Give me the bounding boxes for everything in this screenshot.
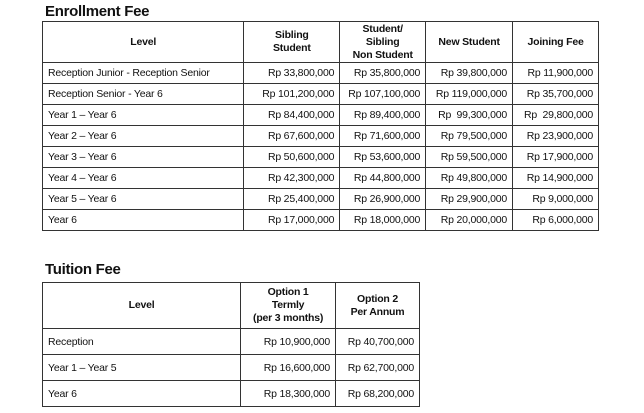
fee-cell: Rp 17,900,000 xyxy=(512,146,599,168)
column-header: Option 1 Termly (per 3 months) xyxy=(240,282,337,329)
fee-cell: Rp 35,800,000 xyxy=(339,62,427,84)
table-row: Year 6 Rp 17,000,000 Rp 18,000,000 Rp 20,00… xyxy=(41,209,599,231)
fee-cell: Rp 33,800,000 xyxy=(243,62,341,84)
fee-cell: Rp 101,200,000 xyxy=(243,83,341,105)
fee-cell: Rp 26,900,000 xyxy=(339,188,427,210)
level-cell: Year 1 – Year 5 xyxy=(41,354,242,381)
level-cell: Reception Senior - Year 6 xyxy=(41,83,245,105)
fee-cell: Rp 9,000,000 xyxy=(512,188,599,210)
fee-cell: Rp 17,000,000 xyxy=(243,209,341,231)
fee-cell: Rp 79,500,000 xyxy=(425,125,514,147)
fee-cell: Rp 42,300,000 xyxy=(243,167,341,189)
tuition-fee-table: Level Option 1 Termly (per 3 months) Optio… xyxy=(41,282,420,407)
fee-cell: Rp 18,300,000 xyxy=(240,380,337,407)
fee-cell: Rp 29,800,000 xyxy=(512,104,599,126)
column-header: Student/ Sibling Non Student xyxy=(339,21,427,63)
fee-cell: Rp 44,800,000 xyxy=(339,167,427,189)
fee-cell: Rp 18,000,000 xyxy=(339,209,427,231)
fee-cell: Rp 107,100,000 xyxy=(339,83,427,105)
fee-cell: Rp 53,600,000 xyxy=(339,146,427,168)
fee-cell: Rp 20,000,000 xyxy=(425,209,514,231)
level-cell: Year 4 – Year 6 xyxy=(41,167,245,189)
level-cell: Year 6 xyxy=(41,209,245,231)
fee-cell: Rp 71,600,000 xyxy=(339,125,427,147)
fee-cell: Rp 50,600,000 xyxy=(243,146,341,168)
fee-cell: Rp 14,900,000 xyxy=(512,167,599,189)
fee-cell: Rp 62,700,000 xyxy=(335,354,420,381)
table-row: Year 1 – Year 6 Rp 84,400,000 Rp 89,400,00… xyxy=(41,104,599,126)
fee-cell: Rp 23,900,000 xyxy=(512,125,599,147)
table-row: Reception Rp 10,900,000 Rp 40,700,000 xyxy=(41,328,420,355)
tuition-fee-title: Tuition Fee xyxy=(45,261,121,278)
level-cell: Year 3 – Year 6 xyxy=(41,146,245,168)
level-cell: Year 1 – Year 6 xyxy=(41,104,245,126)
fee-cell: Rp 67,600,000 xyxy=(243,125,341,147)
fee-cell: Rp 99,300,000 xyxy=(425,104,514,126)
fee-cell: Rp 39,800,000 xyxy=(425,62,514,84)
table-row: Year 4 – Year 6 Rp 42,300,000 Rp 44,800,00… xyxy=(41,167,599,189)
level-cell: Reception Junior - Reception Senior xyxy=(41,62,245,84)
enrollment-fee-table: Level Sibling Student Student/ Sibling Non… xyxy=(41,21,599,231)
fee-cell: Rp 29,900,000 xyxy=(425,188,514,210)
fee-cell: Rp 89,400,000 xyxy=(339,104,427,126)
table-row: Reception Junior - Reception Senior Rp 33… xyxy=(41,62,599,84)
column-header: Level xyxy=(41,282,242,329)
column-header: Level xyxy=(41,21,245,63)
table-row: Year 2 – Year 6 Rp 67,600,000 Rp 71,600,00… xyxy=(41,125,599,147)
fee-cell: Rp 10,900,000 xyxy=(240,328,337,355)
table-row: Year 1 – Year 5 Rp 16,600,000 Rp 62,700,00… xyxy=(41,354,420,381)
column-header: New Student xyxy=(425,21,514,63)
level-cell: Year 6 xyxy=(41,380,242,407)
fee-cell: Rp 25,400,000 xyxy=(243,188,341,210)
fee-cell: Rp 40,700,000 xyxy=(335,328,420,355)
table-row: Year 5 – Year 6 Rp 25,400,000 Rp 26,900,00… xyxy=(41,188,599,210)
enrollment-fee-title: Enrollment Fee xyxy=(45,3,150,20)
fee-cell: Rp 59,500,000 xyxy=(425,146,514,168)
column-header: Joining Fee xyxy=(512,21,599,63)
column-header: Sibling Student xyxy=(243,21,341,63)
column-header: Option 2 Per Annum xyxy=(335,282,420,329)
table-row: Year 6 Rp 18,300,000 Rp 68,200,000 xyxy=(41,380,420,407)
fee-cell: Rp 11,900,000 xyxy=(512,62,599,84)
header-row: Level Option 1 Termly (per 3 months) Optio… xyxy=(41,282,420,329)
fee-cell: Rp 49,800,000 xyxy=(425,167,514,189)
header-row: Level Sibling Student Student/ Sibling Non… xyxy=(41,21,599,63)
level-cell: Reception xyxy=(41,328,242,355)
level-cell: Year 2 – Year 6 xyxy=(41,125,245,147)
fee-cell: Rp 6,000,000 xyxy=(512,209,599,231)
table-row: Reception Senior - Year 6 Rp 101,200,000 R… xyxy=(41,83,599,105)
fee-cell: Rp 16,600,000 xyxy=(240,354,337,381)
table-row: Year 3 – Year 6 Rp 50,600,000 Rp 53,600,00… xyxy=(41,146,599,168)
fee-cell: Rp 84,400,000 xyxy=(243,104,341,126)
fee-cell: Rp 35,700,000 xyxy=(512,83,599,105)
fee-cell: Rp 68,200,000 xyxy=(335,380,420,407)
fee-cell: Rp 119,000,000 xyxy=(425,83,514,105)
level-cell: Year 5 – Year 6 xyxy=(41,188,245,210)
